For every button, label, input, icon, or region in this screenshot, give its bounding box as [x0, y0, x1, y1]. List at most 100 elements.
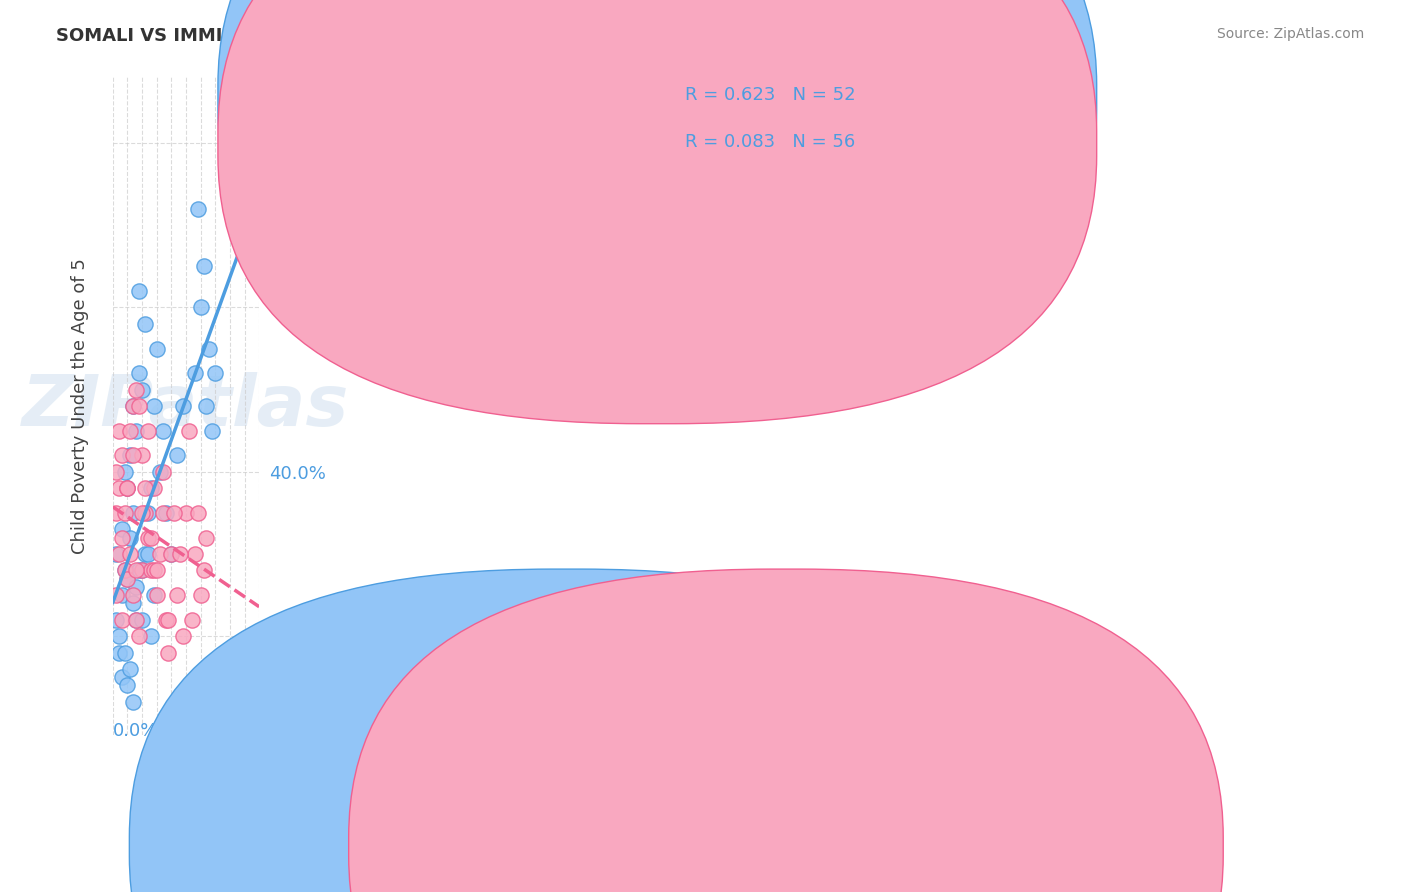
Point: [139, 629, 162, 643]
Point: [117, 572, 139, 586]
Point: [131, 613, 153, 627]
Point: [155, 506, 177, 520]
Point: [125, 613, 148, 627]
Point: [111, 522, 134, 536]
Point: [152, 465, 174, 479]
Point: [125, 613, 148, 627]
Point: [136, 547, 159, 561]
Point: [128, 399, 150, 413]
Point: [136, 424, 159, 438]
Point: [104, 613, 127, 627]
Point: [201, 424, 224, 438]
Point: [169, 547, 191, 561]
Point: [184, 547, 207, 561]
Point: [193, 260, 215, 274]
Point: [122, 506, 145, 520]
Point: [131, 506, 153, 520]
Point: [174, 506, 197, 520]
Point: [142, 563, 165, 577]
Point: [114, 563, 136, 577]
Text: Source: ZipAtlas.com: Source: ZipAtlas.com: [1216, 27, 1364, 41]
Point: [142, 481, 165, 495]
Point: [149, 547, 172, 561]
Point: [111, 449, 134, 463]
Point: [139, 563, 162, 577]
Point: [107, 424, 129, 438]
Point: [122, 449, 145, 463]
Point: [117, 481, 139, 495]
Point: [117, 678, 139, 692]
Text: Somalis: Somalis: [172, 794, 269, 812]
Text: Immigrants from Laos: Immigrants from Laos: [195, 794, 409, 812]
Point: [142, 399, 165, 413]
Point: [128, 563, 150, 577]
Point: [149, 465, 172, 479]
Point: [145, 588, 167, 602]
Point: [104, 465, 127, 479]
Text: R = 0.083   N = 56: R = 0.083 N = 56: [685, 133, 855, 151]
Point: [128, 366, 150, 380]
Point: [139, 531, 162, 545]
Point: [139, 481, 162, 495]
Point: [125, 563, 148, 577]
Point: [125, 383, 148, 397]
Point: [177, 424, 200, 438]
Point: [122, 695, 145, 709]
Point: [152, 424, 174, 438]
Point: [114, 563, 136, 577]
Point: [172, 399, 194, 413]
Point: [190, 588, 212, 602]
Text: SOMALI VS IMMIGRANTS FROM LAOS CHILD POVERTY UNDER THE AGE OF 5 CORRELATION CHAR: SOMALI VS IMMIGRANTS FROM LAOS CHILD POV…: [56, 27, 1040, 45]
Point: [111, 531, 134, 545]
Point: [114, 646, 136, 660]
Point: [117, 481, 139, 495]
Point: [160, 547, 183, 561]
Point: [128, 284, 150, 298]
Point: [180, 613, 202, 627]
Point: [128, 629, 150, 643]
Point: [157, 613, 180, 627]
Point: [193, 563, 215, 577]
Point: [104, 547, 127, 561]
Point: [187, 202, 209, 216]
Point: [114, 506, 136, 520]
Point: [195, 531, 218, 545]
Point: [117, 572, 139, 586]
Point: [163, 506, 186, 520]
Point: [120, 449, 142, 463]
Y-axis label: Child Poverty Under the Age of 5: Child Poverty Under the Age of 5: [72, 258, 89, 554]
Point: [145, 563, 167, 577]
Point: [117, 481, 139, 495]
Point: [111, 613, 134, 627]
Point: [131, 449, 153, 463]
Point: [122, 399, 145, 413]
Point: [142, 588, 165, 602]
Point: [136, 506, 159, 520]
Point: [111, 588, 134, 602]
Point: [190, 301, 212, 315]
Point: [120, 531, 142, 545]
Point: [104, 588, 127, 602]
Point: [122, 399, 145, 413]
Point: [134, 547, 156, 561]
Point: [134, 317, 156, 331]
Point: [131, 383, 153, 397]
Point: [134, 481, 156, 495]
Point: [104, 506, 127, 520]
Text: 0.0%: 0.0%: [112, 722, 159, 739]
Point: [107, 629, 129, 643]
Point: [198, 342, 221, 356]
Point: [152, 506, 174, 520]
Point: [122, 588, 145, 602]
Point: [195, 399, 218, 413]
Point: [160, 547, 183, 561]
Point: [134, 506, 156, 520]
Point: [184, 366, 207, 380]
Point: [155, 613, 177, 627]
Text: ZIPatlas: ZIPatlas: [22, 372, 350, 441]
Text: R = 0.623   N = 52: R = 0.623 N = 52: [685, 87, 855, 104]
Point: [107, 646, 129, 660]
Point: [131, 563, 153, 577]
Point: [122, 596, 145, 610]
Point: [131, 563, 153, 577]
